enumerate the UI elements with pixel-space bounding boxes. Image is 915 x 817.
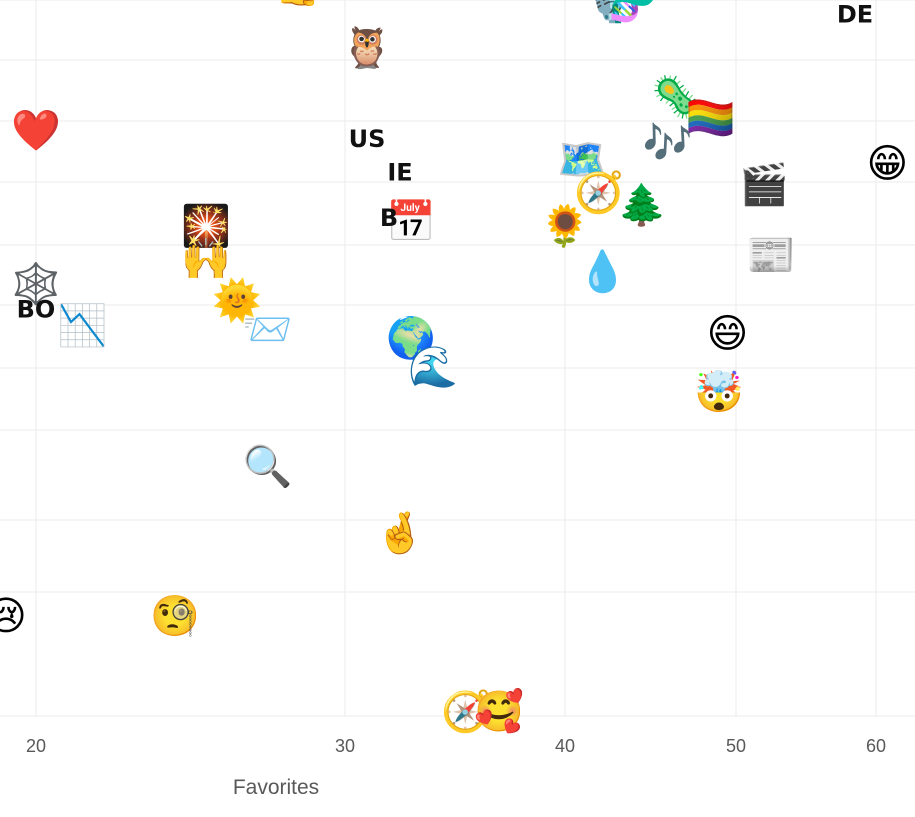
data-point-emoji: 💧: [578, 248, 628, 295]
data-point-emoji: 🌻: [540, 202, 590, 249]
data-point-emoji: 🎶: [643, 120, 693, 166]
data-point-emoji: 🦉: [342, 25, 392, 71]
x-tick-label: 40: [555, 736, 575, 756]
data-point-emoji: 🤯: [694, 368, 744, 415]
data-point-emoji: 📨: [243, 307, 293, 353]
data-point-emoji: 🔍: [243, 441, 293, 490]
data-point-emoji: 🙌: [181, 237, 231, 283]
data-point-emoji: 🗺️: [557, 137, 607, 183]
x-axis-ticks: 20 30 40 50 60: [26, 736, 886, 756]
data-point-emoji: 👍: [274, 0, 324, 9]
data-point-emoji: 🧭: [574, 169, 624, 216]
data-point-emoji: 🧬: [608, 0, 658, 25]
data-point-emoji: 📰: [746, 232, 796, 278]
data-point-code-label: BO: [17, 295, 56, 323]
data-point-emoji: 😁: [867, 141, 909, 187]
data-point-emoji: 🎙️: [583, 0, 633, 25]
data-point-emoji: 📅: [386, 198, 436, 245]
data-point-emoji: ❤️: [11, 108, 61, 154]
data-point-code-label: US: [349, 125, 386, 153]
data-point-code-label: B: [380, 204, 398, 232]
x-axis-label: Favorites: [233, 776, 319, 799]
data-point-emoji: 🦠: [651, 74, 701, 121]
data-point-emoji: 😄: [707, 311, 749, 357]
data-point-emoji: 🤞: [375, 509, 425, 556]
x-tick-label: 50: [726, 736, 746, 756]
data-point-emoji: 🧐: [150, 593, 200, 639]
data-point-emoji: 📉: [57, 302, 107, 349]
data-point-emoji: 🌍: [386, 314, 436, 361]
data-point-emoji: 🎬: [739, 161, 789, 208]
grid-lines: [0, 0, 915, 717]
data-point-emoji: 🌊: [408, 343, 458, 390]
data-point-emoji: 🥰: [474, 687, 524, 735]
data-point-code-label: DE: [837, 1, 873, 29]
data-point-emoji: 🕸️: [11, 260, 61, 307]
data-point-emoji: 🏳️‍🌈: [685, 95, 735, 141]
data-point-emoji: 🎇: [181, 202, 231, 249]
x-tick-label: 30: [335, 736, 355, 756]
data-point-emoji: 🌞: [212, 276, 262, 324]
data-point-code-label: IE: [387, 158, 412, 186]
x-tick-label: 20: [26, 736, 46, 756]
x-tick-label: 60: [866, 736, 886, 756]
data-marks: 😲🎯👇🦾🧠👇👉💼🌐📌☑️💥💰🚁🧑‍💻💯👍😅⬇️🎙️🧬DE🦉🦠🏳️‍🌈🎶🗺️🧭🌲❤…: [0, 0, 908, 735]
data-point-emoji: 😢: [0, 593, 27, 639]
data-point-emoji: 🌲: [617, 182, 667, 229]
data-point-emoji: 🧭: [441, 688, 491, 735]
